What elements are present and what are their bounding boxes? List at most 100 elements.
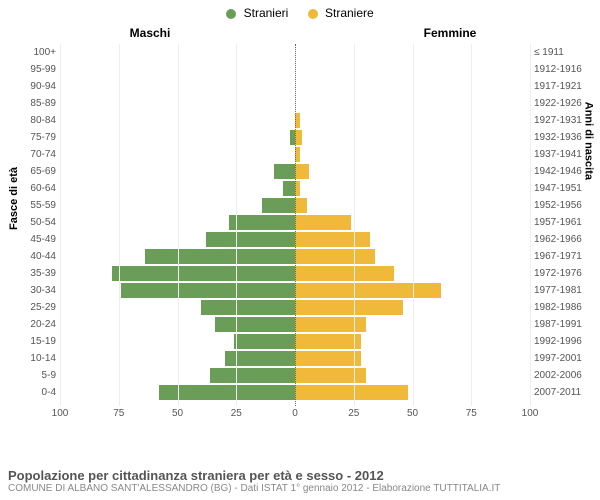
birth-year-label: 1917-1921 — [534, 78, 596, 95]
bar-female — [295, 215, 351, 230]
birth-year-label: ≤ 1911 — [534, 44, 596, 61]
birth-year-label: 2007-2011 — [534, 384, 596, 401]
age-label: 95-99 — [12, 61, 56, 78]
bar-female — [295, 232, 370, 247]
x-axis: 1007550250255075100 — [60, 408, 530, 424]
age-label: 40-44 — [12, 248, 56, 265]
gridline — [471, 44, 472, 406]
x-tick: 75 — [113, 408, 124, 419]
bar-male — [274, 164, 295, 179]
age-label: 65-69 — [12, 163, 56, 180]
x-tick: 75 — [466, 408, 477, 419]
x-tick: 100 — [522, 408, 539, 419]
age-label: 85-89 — [12, 95, 56, 112]
gridline — [530, 44, 531, 406]
chart-title: Popolazione per cittadinanza straniera p… — [8, 468, 592, 483]
gridline — [119, 44, 120, 406]
legend-male-swatch — [226, 9, 236, 19]
legend: Stranieri Straniere — [0, 0, 600, 26]
footer: Popolazione per cittadinanza straniera p… — [8, 468, 592, 494]
bar-male — [112, 266, 295, 281]
age-label: 20-24 — [12, 316, 56, 333]
bar-female — [295, 266, 394, 281]
bar-male — [121, 283, 295, 298]
bar-male — [234, 334, 295, 349]
birth-year-label: 1992-1996 — [534, 333, 596, 350]
birth-year-label: 1952-1956 — [534, 197, 596, 214]
bar-female — [295, 198, 307, 213]
gridline — [178, 44, 179, 406]
birth-year-label: 1977-1981 — [534, 282, 596, 299]
x-tick: 0 — [292, 408, 298, 419]
age-label: 80-84 — [12, 112, 56, 129]
birth-year-label: 1962-1966 — [534, 231, 596, 248]
gridline — [413, 44, 414, 406]
birth-year-label: 1942-1946 — [534, 163, 596, 180]
bar-male — [225, 351, 296, 366]
birth-year-label: 1937-1941 — [534, 146, 596, 163]
legend-female: Straniere — [308, 6, 374, 20]
birth-year-label: 2002-2006 — [534, 367, 596, 384]
column-header-female: Femmine — [300, 26, 600, 40]
birth-year-label: 1927-1931 — [534, 112, 596, 129]
plot-area: 100+≤ 191195-991912-191690-941917-192185… — [60, 44, 530, 424]
bar-female — [295, 351, 361, 366]
x-tick: 50 — [172, 408, 183, 419]
x-tick: 100 — [52, 408, 69, 419]
bar-male — [159, 385, 295, 400]
age-label: 100+ — [12, 44, 56, 61]
age-label: 30-34 — [12, 282, 56, 299]
birth-year-label: 1932-1936 — [534, 129, 596, 146]
legend-female-swatch — [308, 9, 318, 19]
bar-female — [295, 300, 403, 315]
bar-female — [295, 385, 408, 400]
bar-male — [201, 300, 295, 315]
bar-female — [295, 317, 366, 332]
age-label: 90-94 — [12, 78, 56, 95]
birth-year-label: 1997-2001 — [534, 350, 596, 367]
column-headers: Maschi Femmine — [0, 26, 600, 44]
x-tick: 25 — [231, 408, 242, 419]
age-label: 75-79 — [12, 129, 56, 146]
age-label: 45-49 — [12, 231, 56, 248]
bar-female — [295, 164, 309, 179]
bar-male — [215, 317, 295, 332]
x-tick: 25 — [348, 408, 359, 419]
birth-year-label: 1947-1951 — [534, 180, 596, 197]
bar-female — [295, 283, 441, 298]
birth-year-label: 1967-1971 — [534, 248, 596, 265]
x-tick: 50 — [407, 408, 418, 419]
age-label: 70-74 — [12, 146, 56, 163]
birth-year-label: 1922-1926 — [534, 95, 596, 112]
bar-female — [295, 249, 375, 264]
chart-container: Stranieri Straniere Maschi Femmine Fasce… — [0, 0, 600, 500]
age-label: 0-4 — [12, 384, 56, 401]
age-label: 50-54 — [12, 214, 56, 231]
bar-male — [283, 181, 295, 196]
column-header-male: Maschi — [0, 26, 300, 40]
age-label: 5-9 — [12, 367, 56, 384]
age-label: 10-14 — [12, 350, 56, 367]
birth-year-label: 1912-1916 — [534, 61, 596, 78]
gridline — [236, 44, 237, 406]
bar-male — [206, 232, 295, 247]
birth-year-label: 1982-1986 — [534, 299, 596, 316]
bar-female — [295, 334, 361, 349]
bar-male — [145, 249, 295, 264]
birth-year-label: 1957-1961 — [534, 214, 596, 231]
bar-male — [262, 198, 295, 213]
age-label: 25-29 — [12, 299, 56, 316]
legend-female-label: Straniere — [325, 6, 374, 20]
age-label: 15-19 — [12, 333, 56, 350]
age-label: 35-39 — [12, 265, 56, 282]
bar-male — [210, 368, 295, 383]
birth-year-label: 1972-1976 — [534, 265, 596, 282]
chart-subtitle: COMUNE DI ALBANO SANT'ALESSANDRO (BG) - … — [8, 483, 592, 494]
bar-female — [295, 368, 366, 383]
bar-female — [295, 130, 302, 145]
legend-male: Stranieri — [226, 6, 288, 20]
gridline — [60, 44, 61, 406]
age-label: 60-64 — [12, 180, 56, 197]
gridline — [354, 44, 355, 406]
age-label: 55-59 — [12, 197, 56, 214]
